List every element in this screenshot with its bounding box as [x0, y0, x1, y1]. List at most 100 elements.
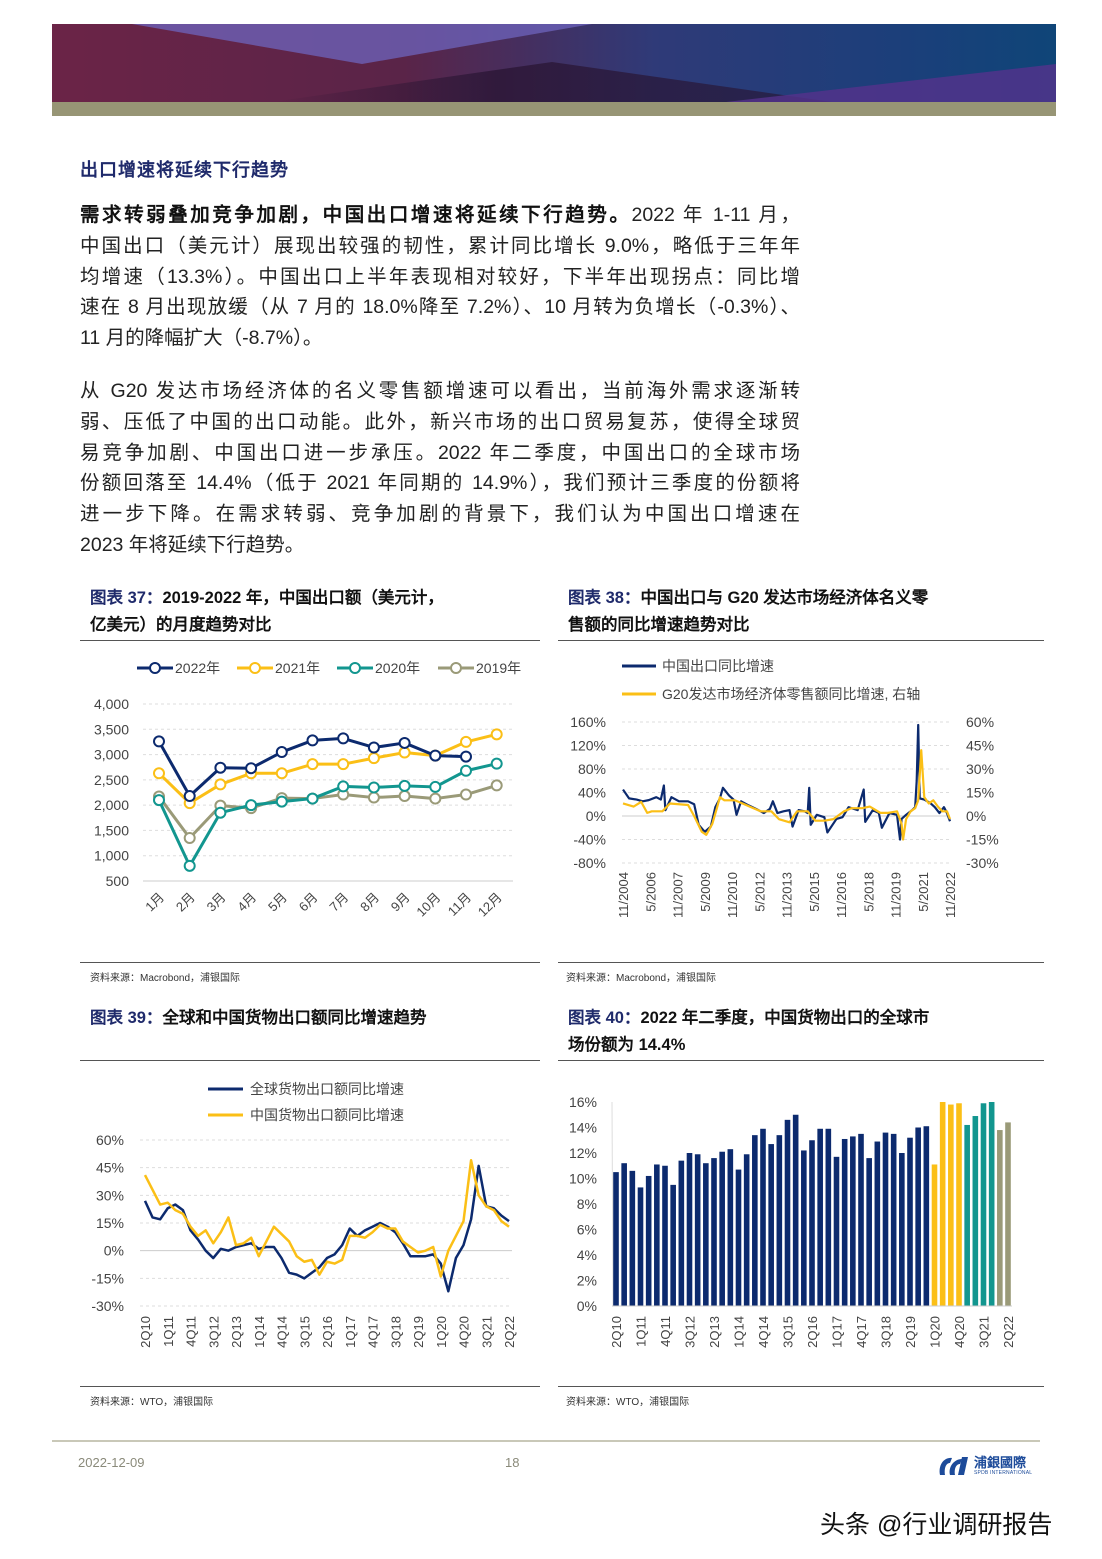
data-point — [429, 792, 442, 805]
bar — [948, 1104, 954, 1306]
y-tick-label: 12% — [569, 1145, 597, 1161]
bar — [850, 1136, 856, 1306]
paragraph-line: 2023 年将延续下行趋势。 — [80, 533, 305, 556]
title-line: 2022 年二季度，中国货物出口的全球市 — [640, 1009, 930, 1027]
x-tick-label: 2Q13 — [229, 1316, 244, 1348]
bar — [809, 1140, 815, 1306]
bar — [825, 1128, 832, 1306]
x-tick-label: 3Q15 — [781, 1316, 796, 1348]
line-text: 2022 年 1-11 月， — [631, 204, 800, 226]
section-title: 出口增速将延续下行趋势 — [80, 160, 289, 180]
logo-text: 浦銀國際 — [974, 1455, 1027, 1470]
data-point — [214, 806, 227, 819]
y-tick-label: 500 — [106, 873, 130, 889]
data-point — [398, 736, 411, 749]
legend-label: 中国货物出口额同比增速 — [250, 1107, 404, 1123]
y-tick-label: 1,500 — [94, 822, 129, 838]
divider — [80, 962, 540, 963]
divider — [558, 640, 1044, 641]
data-point — [183, 859, 196, 872]
y-tick-label: 0% — [577, 1298, 597, 1314]
x-tick-label: 4Q17 — [366, 1316, 381, 1348]
data-point — [460, 788, 472, 801]
x-tick-label: 5/2009 — [698, 872, 713, 912]
bar — [711, 1158, 717, 1306]
x-tick-label: 2Q19 — [903, 1316, 918, 1348]
y-tick-label-left: 80% — [578, 761, 606, 777]
y-tick-label: 1,000 — [94, 848, 129, 864]
x-tick-label: 2Q22 — [1001, 1316, 1016, 1348]
x-tick-label: 2Q10 — [138, 1316, 153, 1348]
x-tick-label: 1Q20 — [434, 1316, 449, 1348]
bar — [915, 1127, 921, 1306]
x-tick-label: 1Q17 — [343, 1316, 358, 1348]
y-tick-label: -15% — [91, 1270, 124, 1286]
x-tick-label: 6月 — [296, 890, 321, 915]
legend-label: 中国出口同比增速 — [662, 658, 774, 674]
data-point — [306, 734, 319, 747]
paragraph-line: 进一步下降。在需求转弱、竞争加剧的背景下，我们认为中国出口增速在 — [80, 503, 800, 526]
title-line: 场份额为 14.4% — [568, 1036, 686, 1054]
figure-label: 图表 40： — [568, 1009, 641, 1027]
page-number: 18 — [505, 1455, 520, 1470]
x-tick-label: 5/2006 — [643, 872, 658, 912]
x-tick-label: 11/2022 — [943, 872, 958, 918]
data-point — [183, 790, 196, 803]
x-tick-label: 5/2015 — [807, 872, 822, 912]
figure-37-title: 图表 37：2019-2022 年，中国出口额（美元计， 亿美元）的月度趋势对比 — [90, 585, 444, 639]
title-line: 全球和中国货物出口额同比增速趋势 — [162, 1009, 427, 1027]
legend-marker — [149, 662, 161, 674]
figure-label: 图表 39： — [90, 1009, 163, 1027]
data-point — [306, 758, 319, 771]
y-tick-label-right: 30% — [966, 761, 994, 777]
bar — [899, 1153, 905, 1306]
data-point — [153, 794, 165, 807]
y-tick-label: 30% — [96, 1187, 124, 1203]
data-point — [245, 762, 258, 775]
legend-marker — [249, 662, 261, 674]
data-point — [398, 790, 411, 803]
x-tick-label: 2Q16 — [320, 1316, 335, 1348]
figure-39-title: 图表 39：全球和中国货物出口额同比增速趋势 — [90, 1005, 426, 1032]
legend-marker — [450, 662, 462, 674]
y-tick-label: 8% — [577, 1196, 597, 1212]
x-tick-label: 2Q16 — [805, 1316, 820, 1348]
paragraph-line: 速在 8 月出现放缓（从 7 月的 18.0%降至 7.2%）、10 月转为负增… — [80, 296, 800, 319]
legend-label: 2019年 — [476, 660, 521, 676]
title-line: 2019-2022 年，中国出口额（美元计， — [162, 589, 444, 607]
data-point — [490, 779, 503, 792]
data-point — [460, 735, 472, 748]
data-point — [490, 728, 503, 741]
data-point — [367, 741, 380, 754]
paragraph-line: 份额回落至 14.4%（低于 2021 年同期的 14.9%），我们预计三季度的… — [80, 472, 800, 495]
watermark: 头条 @行业调研报告 — [820, 1511, 1053, 1539]
y-tick-label: 16% — [569, 1094, 597, 1110]
figure-label: 图表 37： — [90, 589, 163, 607]
bar — [694, 1154, 701, 1306]
y-tick-label: 2,500 — [94, 772, 129, 788]
data-point — [275, 746, 288, 759]
x-tick-label: 4Q14 — [756, 1316, 771, 1348]
x-tick-label: 5月 — [265, 890, 290, 915]
bar — [629, 1170, 636, 1306]
bar — [719, 1151, 725, 1306]
data-point — [245, 799, 258, 812]
y-tick-label-left: 120% — [570, 738, 606, 754]
paragraph-line: 均增速（13.3%）。中国出口上半年表现相对较好，下半年出现拐点：同比增 — [80, 265, 800, 288]
x-tick-label: 2月 — [173, 890, 198, 915]
figure-40-title: 图表 40：2022 年二季度，中国货物出口的全球市 场份额为 14.4% — [568, 1005, 929, 1059]
bar — [703, 1163, 709, 1306]
bar — [743, 1154, 750, 1306]
bar — [776, 1135, 783, 1306]
y-tick-label: 60% — [96, 1132, 124, 1148]
y-tick-label-right: 45% — [966, 738, 994, 754]
figure-label: 图表 38： — [568, 589, 641, 607]
y-axis-line — [611, 1101, 614, 1307]
x-tick-label: 1月 — [142, 890, 167, 915]
data-point — [214, 761, 227, 774]
x-tick-label: 3Q21 — [977, 1316, 992, 1348]
bar — [637, 1187, 644, 1306]
data-point — [153, 735, 165, 748]
x-tick-label: 1Q11 — [634, 1316, 649, 1347]
x-tick-label: 5/2018 — [861, 872, 876, 912]
